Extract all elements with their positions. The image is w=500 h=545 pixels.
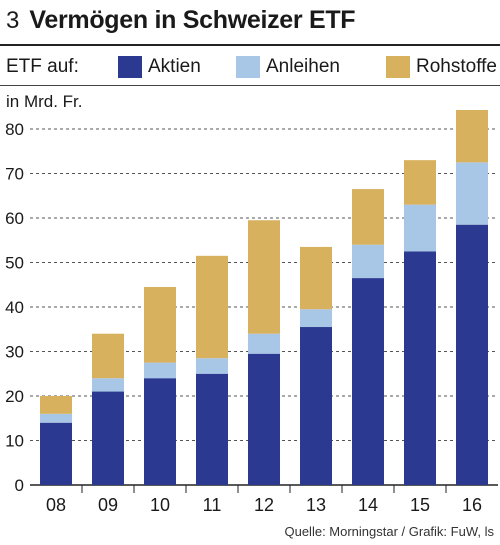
title-divider: [0, 44, 500, 46]
y-tick-label: 0: [15, 476, 24, 495]
x-tick-label: 15: [410, 495, 430, 515]
y-tick-label: 20: [5, 387, 24, 406]
legend-label: ETF auf:: [6, 56, 79, 77]
legend-item-aktien: Aktien: [118, 56, 201, 78]
legend-swatch-rohstoffe: [386, 56, 410, 78]
y-tick-label: 50: [5, 254, 24, 273]
bar-segment-aktien: [92, 391, 124, 485]
bar-segment-aktien: [456, 224, 488, 486]
bar-segment-anleihen: [456, 162, 488, 225]
y-tick-label: 10: [5, 432, 24, 451]
legend-swatch-anleihen: [236, 56, 260, 78]
bar-segment-rohstoffe: [40, 396, 72, 414]
y-tick-label: 80: [5, 120, 24, 139]
x-tick-label: 14: [358, 495, 378, 515]
stacked-bar-chart: 0 10 20 30 40 50 60 70 80 08 09 10 11 12 13 14 15 16: [5, 110, 498, 515]
legend: ETF auf: Aktien Anleihen Rohstoffe: [0, 54, 500, 80]
x-tick-label: 16: [462, 495, 482, 515]
bar-segment-anleihen: [40, 413, 72, 423]
bar-segment-anleihen: [300, 309, 332, 328]
x-tick-label: 13: [306, 495, 326, 515]
x-tick-label: 12: [254, 495, 274, 515]
y-axis-unit: in Mrd. Fr.: [6, 92, 83, 111]
source-note: Quelle: Morningstar / Grafik: FuW, ls: [284, 524, 494, 539]
x-tick-label: 08: [46, 495, 66, 515]
y-tick-label: 60: [5, 209, 24, 228]
bar-segment-aktien: [196, 373, 228, 485]
bar-segment-anleihen: [404, 204, 436, 252]
legend-text-rohstoffe: Rohstoffe: [416, 56, 497, 77]
legend-item-rohstoffe: Rohstoffe: [386, 56, 497, 78]
bar-segment-aktien: [40, 422, 72, 485]
bar-segment-anleihen: [352, 244, 384, 279]
x-tick-label: 11: [203, 495, 222, 515]
bar-segment-aktien: [352, 278, 384, 485]
bar-segment-aktien: [300, 327, 332, 485]
bar-segment-aktien: [144, 378, 176, 485]
bar-segment-rohstoffe: [92, 333, 124, 379]
chart-number: 3: [6, 7, 20, 34]
bar-segment-anleihen: [248, 333, 280, 354]
bar-segment-rohstoffe: [352, 189, 384, 245]
x-tick-label: 09: [98, 495, 118, 515]
bar-segment-rohstoffe: [248, 220, 280, 334]
legend-text-aktien: Aktien: [148, 56, 201, 77]
bar-segment-aktien: [248, 353, 280, 485]
y-tick-label: 70: [5, 165, 24, 184]
chart-title-row: 3 Vermögen in Schweizer ETF: [6, 6, 356, 42]
bar-segment-rohstoffe: [456, 110, 488, 163]
legend-swatch-aktien: [118, 56, 142, 78]
legend-text-anleihen: Anleihen: [266, 56, 340, 77]
x-tick-label: 10: [150, 495, 170, 515]
bar-segment-aktien: [404, 251, 436, 485]
y-tick-label: 30: [5, 343, 24, 362]
bar-segment-anleihen: [196, 358, 228, 374]
bar-segment-rohstoffe: [300, 246, 332, 310]
bar-segment-rohstoffe: [404, 160, 436, 205]
bar-segment-rohstoffe: [196, 255, 228, 359]
legend-item-anleihen: Anleihen: [236, 56, 340, 78]
bar-segment-anleihen: [144, 362, 176, 379]
legend-divider: [0, 85, 500, 86]
bar-segment-rohstoffe: [144, 286, 176, 363]
chart-title: Vermögen in Schweizer ETF: [29, 6, 356, 34]
y-tick-label: 40: [5, 298, 24, 317]
bar-segment-anleihen: [92, 378, 124, 392]
